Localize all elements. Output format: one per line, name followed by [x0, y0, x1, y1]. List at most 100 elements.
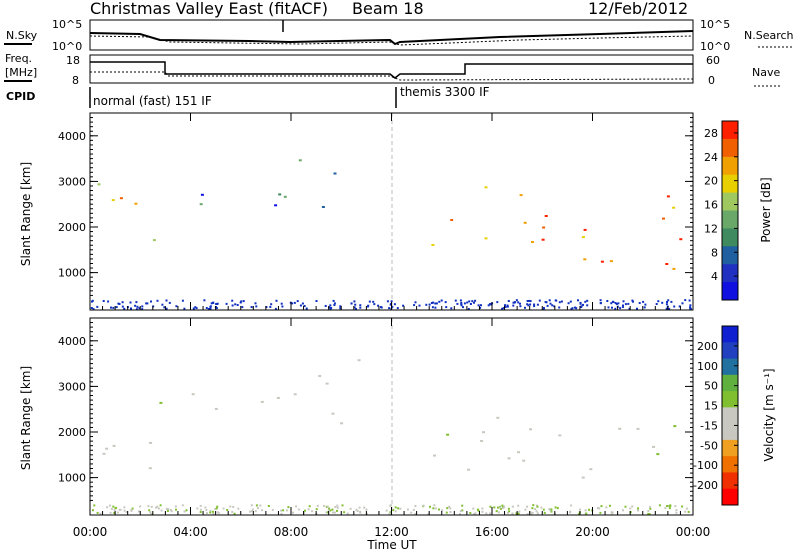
velocity-ground-cell [600, 505, 603, 508]
power-cells [90, 159, 692, 311]
power-ground-cell [467, 308, 470, 310]
velocity-ground-cell [92, 509, 94, 512]
velocity-ground-cell [249, 510, 252, 513]
power-ground-cell [425, 303, 428, 306]
power-ground-cell [333, 304, 336, 306]
velocity-cell [191, 393, 195, 396]
power-ground-cell [141, 308, 144, 311]
power-colorbar-tick-label: 16 [704, 199, 718, 212]
power-ground-cell [631, 299, 634, 302]
noise-bot-left-tick: 10^0 [52, 40, 82, 53]
velocity-ground-cell [157, 507, 160, 510]
power-ground-cell [373, 303, 376, 306]
velocity-ground-cell [599, 511, 602, 514]
velocity-ground-cell [543, 511, 546, 514]
velocity-ground-cell [199, 511, 202, 513]
velocity-ground-cell [399, 507, 402, 510]
velocity-cell [522, 459, 526, 462]
power-ground-cell [386, 300, 389, 303]
power-ground-cell [519, 305, 522, 308]
velocity-ground-cell [328, 507, 331, 510]
power-ground-cell [145, 302, 148, 305]
velocity-ground-cell [461, 504, 464, 507]
power-ground-cell [430, 302, 433, 304]
velocity-ground-cell [214, 508, 217, 510]
power-ground-cell [665, 303, 668, 306]
velocity-ground-cell [631, 505, 634, 508]
velocity-ground-cell [256, 507, 259, 510]
power-cell [134, 202, 138, 205]
power-ground-cell [661, 301, 664, 304]
velocity-colorbar-swatch [722, 326, 738, 343]
velocity-ground-cell [123, 509, 126, 512]
power-ground-cell [274, 307, 277, 310]
power-ground-cell [210, 302, 213, 305]
power-y-tick-label: 2000 [58, 221, 86, 234]
velocity-ground-cell [461, 509, 464, 512]
velocity-ground-cell [412, 508, 415, 511]
power-ground-cell [112, 306, 115, 309]
velocity-ground-cell [250, 504, 253, 507]
power-ground-cell [117, 302, 120, 305]
power-ground-cell [538, 299, 541, 302]
power-ground-cell [181, 299, 184, 302]
power-ground-cell [205, 307, 208, 309]
velocity-ground-cell [681, 505, 684, 508]
velocity-y-tick-label: 1000 [58, 472, 86, 485]
velocity-ground-cell [365, 512, 368, 515]
velocity-ground-cell [113, 512, 116, 514]
velocity-ground-cell [489, 512, 492, 515]
power-cell [541, 238, 545, 241]
velocity-ground-cell [647, 510, 650, 513]
power-ground-cell [354, 303, 357, 306]
velocity-ground-cell [499, 507, 502, 510]
velocity-ground-cell [554, 506, 557, 509]
power-ground-cell [615, 303, 618, 305]
velocity-ground-cell [648, 513, 651, 515]
velocity-ground-cell [649, 506, 652, 509]
velocity-colorbar-tick-label: -50 [700, 439, 718, 452]
station-title: Christmas Valley East (fitACF) [90, 0, 328, 18]
velocity-ground-cell [255, 504, 258, 507]
nave-bot-tick: 0 [708, 74, 715, 87]
velocity-ground-cell [229, 505, 232, 508]
power-cell [431, 244, 435, 246]
velocity-colorbar-swatch [722, 407, 738, 425]
power-cell [484, 237, 488, 240]
power-ground-cell [504, 306, 507, 308]
velocity-ground-cell [433, 504, 436, 507]
velocity-colorbar-tick-label: 50 [704, 380, 718, 393]
velocity-ground-cell [150, 505, 153, 508]
x-axis-label: Time UT [366, 538, 417, 552]
velocity-ground-cell [336, 506, 339, 509]
velocity-ground-cell [346, 512, 349, 515]
power-colorbar-tick-label: 4 [711, 270, 718, 283]
power-colorbar-label: Power [dB] [759, 177, 773, 242]
velocity-ground-cell [217, 512, 220, 515]
power-y-tick-label: 1000 [58, 267, 86, 280]
power-ground-cell [355, 308, 357, 310]
power-ground-cell [175, 305, 178, 308]
velocity-cell [325, 382, 329, 385]
velocity-ground-cell [579, 508, 581, 511]
power-ground-cell [599, 299, 602, 302]
power-ground-cell [91, 300, 93, 303]
velocity-cell [589, 468, 593, 471]
power-colorbar-swatch [722, 228, 738, 247]
power-colorbar-tick-label: 24 [704, 151, 718, 164]
power-ground-cell [689, 307, 692, 310]
velocity-ground-cell [131, 507, 134, 510]
velocity-ground-cell [438, 508, 440, 511]
power-ground-cell [435, 302, 438, 305]
noise-top-left-tick: 10^5 [52, 18, 82, 31]
power-ground-cell [359, 306, 362, 309]
power-ground-cell [138, 307, 141, 310]
velocity-ground-cell [231, 510, 234, 513]
power-ground-cell [462, 306, 464, 309]
power-ground-cell [599, 302, 602, 304]
power-ground-cell [673, 305, 676, 308]
velocity-ground-cell [448, 505, 451, 508]
power-cell [484, 186, 488, 189]
power-ground-cell [558, 306, 561, 309]
power-ground-cell [681, 302, 684, 305]
